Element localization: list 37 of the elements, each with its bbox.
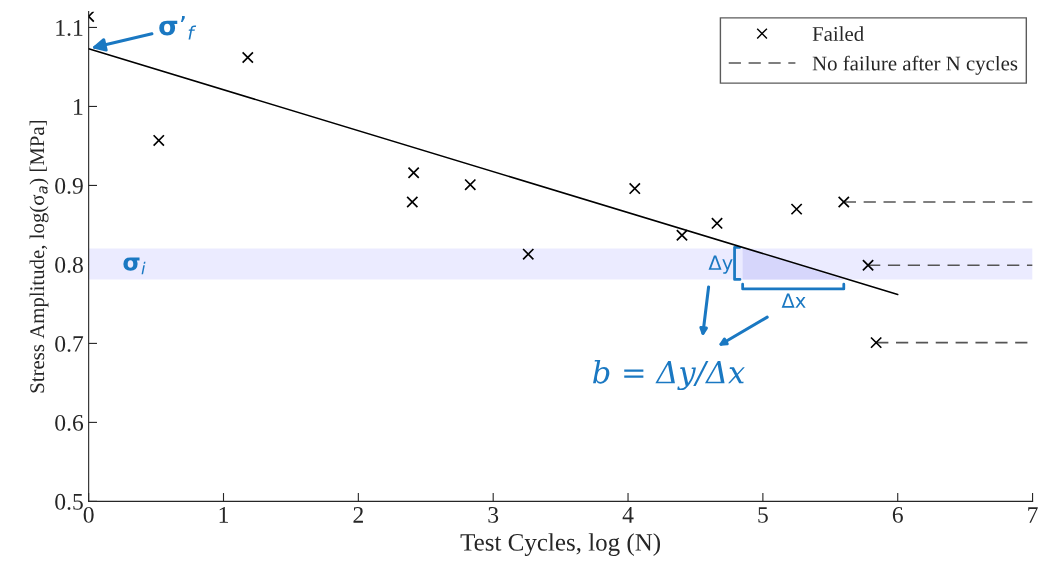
y-tick-label: 1 [74, 99, 83, 115]
point [241, 51, 254, 64]
annotation: b = Δy/Δx [593, 360, 745, 390]
annotation: σ’$_{f}$ [159, 15, 197, 40]
legend-label: No failure after N cycles [812, 55, 1018, 75]
point [870, 336, 883, 349]
point [862, 259, 875, 272]
x-tick-label: 4 [622, 507, 634, 523]
x-tick-label: 1 [219, 507, 228, 523]
point [522, 248, 535, 261]
point [464, 178, 477, 191]
y-tick-label: 0.8 [55, 256, 83, 273]
point [152, 134, 165, 147]
y-tick-label: 0.5 [55, 493, 83, 510]
point [790, 203, 803, 216]
point [628, 182, 641, 195]
point [406, 196, 419, 209]
x-tick-label: 5 [758, 507, 768, 523]
y-tick-label: 1.1 [56, 20, 83, 36]
x-tick-label: 0 [83, 506, 94, 523]
annotation: Δy [708, 255, 733, 274]
x-tick-label: 2 [353, 506, 363, 523]
y-axis-title: Stress Amplitude, log(σ$_{a}$) [MPa] [29, 120, 49, 393]
x-tick-label: 7 [1028, 507, 1038, 523]
point [711, 217, 724, 230]
x-tick-label: 6 [892, 506, 903, 523]
point [407, 166, 420, 179]
point [837, 196, 850, 209]
legend-label: Failed [812, 26, 864, 42]
annotation: Δx [781, 293, 806, 308]
band-label: σ$_{i}$ [123, 257, 146, 275]
point [675, 229, 688, 242]
x-tick-label: 3 [488, 506, 499, 523]
x-axis-title: Test Cycles, log (N) [460, 533, 660, 556]
y-tick-label: 0.6 [55, 414, 84, 431]
y-tick-label: 0.9 [55, 177, 83, 194]
y-tick-label: 0.7 [55, 335, 84, 352]
